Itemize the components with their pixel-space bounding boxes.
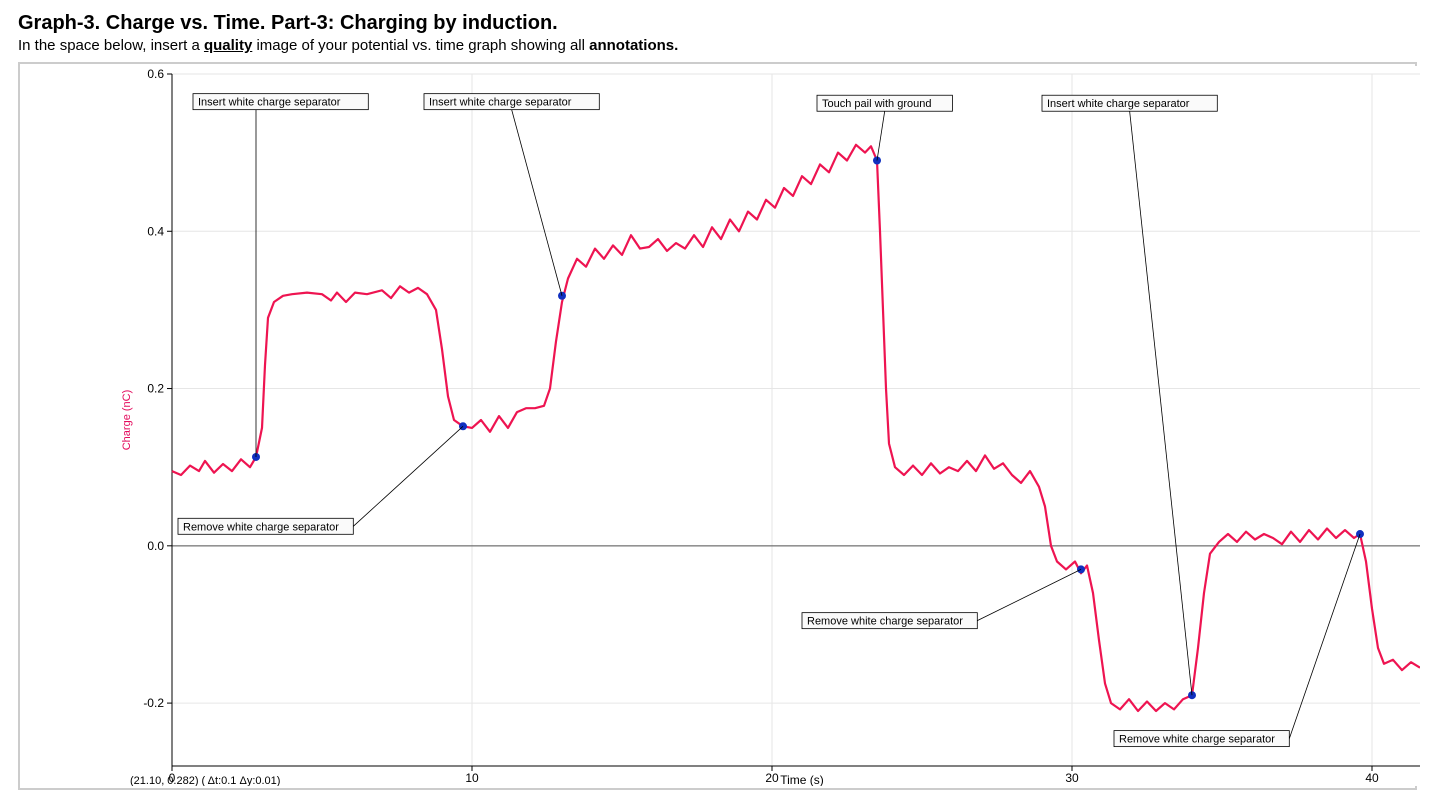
annotation-label: Remove white charge separator bbox=[1119, 734, 1275, 746]
x-tick-label: 30 bbox=[1065, 771, 1079, 785]
page-title: Graph-3. Charge vs. Time. Part-3: Chargi… bbox=[18, 12, 1417, 35]
annotation-marker bbox=[1077, 565, 1085, 573]
subtitle-pre: In the space below, insert a bbox=[18, 37, 204, 54]
y-tick-label: 0.2 bbox=[147, 382, 164, 396]
annotation-label: Insert white charge separator bbox=[429, 97, 572, 109]
cursor-status: (21.10, 0.282) ( Δt:0.1 Δy:0.01) bbox=[130, 775, 280, 786]
annotation-label: Insert white charge separator bbox=[1047, 98, 1190, 110]
plot-bg bbox=[22, 66, 1420, 786]
annotation-label: Touch pail with ground bbox=[822, 98, 931, 110]
y-axis-label: Charge (nC) bbox=[121, 390, 133, 451]
subtitle-quality-word: quality bbox=[204, 37, 252, 54]
x-tick-label: 20 bbox=[765, 771, 779, 785]
y-tick-label: 0.6 bbox=[147, 67, 164, 81]
chart-frame: 010203040-0.20.00.20.40.6Time (s)Charge … bbox=[18, 62, 1417, 790]
annotation-label: Remove white charge separator bbox=[183, 521, 339, 533]
annotation-marker bbox=[1356, 530, 1364, 538]
subtitle-mid: image of your potential vs. time graph s… bbox=[252, 37, 589, 54]
annotation-label: Insert white charge separator bbox=[198, 97, 341, 109]
y-tick-label: 0.0 bbox=[147, 539, 164, 553]
y-tick-label: -0.2 bbox=[143, 696, 164, 710]
x-tick-label: 40 bbox=[1365, 771, 1379, 785]
x-axis-label: Time (s) bbox=[780, 773, 824, 786]
x-tick-label: 10 bbox=[465, 771, 479, 785]
y-tick-label: 0.4 bbox=[147, 224, 164, 238]
page-subtitle: In the space below, insert a quality ima… bbox=[18, 37, 1417, 54]
annotation-label: Remove white charge separator bbox=[807, 616, 963, 628]
subtitle-annotations-word: annotations. bbox=[589, 37, 678, 54]
charge-vs-time-chart: 010203040-0.20.00.20.40.6Time (s)Charge … bbox=[22, 66, 1420, 786]
